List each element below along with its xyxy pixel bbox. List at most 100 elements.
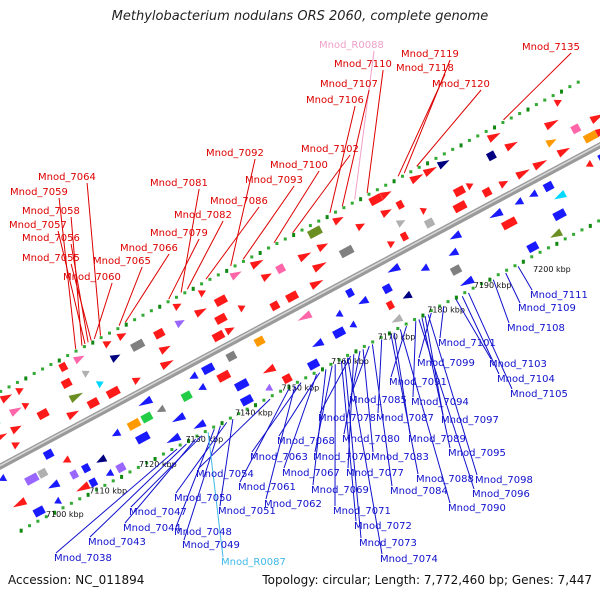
gene-label[interactable]: Mnod_7044 — [123, 523, 181, 534]
gene-label[interactable]: Mnod_7072 — [354, 521, 412, 532]
gene-label[interactable]: Mnod_7068 — [277, 436, 335, 447]
track-dot — [555, 241, 559, 246]
track-dot — [496, 273, 500, 277]
gene-label[interactable]: Mnod_7106 — [306, 95, 364, 106]
gene-label[interactable]: Mnod_7093 — [245, 175, 303, 186]
gene-label[interactable]: Mnod_7063 — [250, 452, 308, 463]
gene-label[interactable]: Mnod_7057 — [9, 220, 67, 231]
gene-label[interactable]: Mnod_7049 — [182, 540, 240, 551]
gene-label[interactable]: Mnod_7120 — [432, 79, 490, 90]
gene-label[interactable]: Mnod_7099 — [417, 358, 475, 369]
gene-arrow — [409, 174, 424, 185]
gene-label[interactable]: Mnod_7077 — [346, 468, 404, 479]
gene-label[interactable]: Mnod_7059 — [10, 187, 68, 198]
gene-label[interactable]: Mnod_7061 — [238, 482, 296, 493]
gene-label[interactable]: Mnod_7108 — [507, 323, 565, 334]
gene-label[interactable]: Mnod_7110 — [334, 59, 392, 70]
gene-label[interactable]: Mnod_7102 — [301, 144, 359, 155]
gene-arrow — [109, 354, 121, 363]
leader-line — [418, 319, 475, 490]
leader-line — [412, 321, 417, 398]
gene-label[interactable]: Mnod_7084 — [390, 486, 448, 497]
track-dot — [128, 470, 132, 474]
gene-label[interactable]: Mnod_7100 — [270, 160, 328, 171]
gene-block — [395, 199, 405, 210]
leader-line — [503, 52, 572, 121]
gene-block — [24, 472, 40, 486]
gene-label[interactable]: Mnod_7088 — [416, 474, 474, 485]
gene-label[interactable]: Mnod_7047 — [129, 507, 187, 518]
gene-label[interactable]: Mnod_7055 — [22, 253, 80, 264]
topology-summary: Topology: circular; Length: 7,772,460 bp… — [262, 573, 592, 587]
gene-label[interactable]: Mnod_7111 — [530, 290, 588, 301]
gene-label[interactable]: Mnod_7062 — [264, 499, 322, 510]
gene-label[interactable]: Mnod_7070 — [313, 452, 371, 463]
gene-label[interactable]: Mnod_7081 — [150, 178, 208, 189]
gene-label[interactable]: Mnod_7097 — [441, 415, 499, 426]
gene-label[interactable]: Mnod_7083 — [371, 452, 429, 463]
track-dot — [69, 501, 73, 505]
gene-label[interactable]: Mnod_7104 — [497, 374, 555, 385]
gene-label[interactable]: Mnod_7066 — [120, 243, 178, 254]
gene-label[interactable]: Mnod_7107 — [320, 79, 378, 90]
gene-label[interactable]: Mnod_7050 — [174, 493, 232, 504]
gene-label[interactable]: Mnod_7058 — [22, 206, 80, 217]
gene-label[interactable]: Mnod_7092 — [206, 148, 264, 159]
gene-arrow — [198, 382, 207, 390]
gene-label[interactable]: Mnod_7069 — [311, 485, 369, 496]
gene-label[interactable]: Mnod_7087 — [376, 413, 434, 424]
gene-block — [32, 505, 46, 518]
gene-label[interactable]: Mnod_7043 — [88, 537, 146, 548]
gene-label[interactable]: Mnod_7091 — [389, 377, 447, 388]
gene-label[interactable]: Mnod_7038 — [54, 553, 112, 564]
gene-label[interactable]: Mnod_7079 — [150, 228, 208, 239]
gene-arrow — [54, 496, 63, 504]
track-dot — [57, 358, 61, 363]
track-dot — [195, 434, 199, 438]
gene-label[interactable]: Mnod_7067 — [282, 468, 340, 479]
gene-label[interactable]: Mnod_7135 — [522, 42, 580, 53]
gene-label[interactable]: Mnod_7103 — [489, 359, 547, 370]
gene-label[interactable]: Mnod_7090 — [448, 503, 506, 514]
leader-line — [175, 422, 228, 494]
gene-label[interactable]: Mnod_7118 — [396, 63, 454, 74]
gene-label[interactable]: Mnod_7089 — [408, 434, 466, 445]
track-dot — [534, 103, 538, 107]
gene-label[interactable]: Mnod_7071 — [333, 506, 391, 517]
gene-label[interactable]: Mnod_7064 — [38, 172, 96, 183]
scale-label: 7190 kbp — [474, 281, 512, 290]
scale-label: 7140 kbp — [235, 409, 273, 418]
gene-arrow — [459, 275, 475, 287]
gene-label[interactable]: Mnod_7101 — [438, 338, 496, 349]
gene-label[interactable]: Mnod_7086 — [210, 196, 268, 207]
gene-label[interactable]: Mnod_7060 — [63, 272, 121, 283]
gene-label[interactable]: Mnod_7105 — [510, 389, 568, 400]
gene-arrow — [465, 183, 474, 191]
gene-label[interactable]: Mnod_R0088 — [319, 40, 384, 51]
gene-label[interactable]: Mnod_7098 — [475, 475, 533, 486]
gene-label[interactable]: Mnod_7073 — [359, 538, 417, 549]
gene-label[interactable]: Mnod_7085 — [349, 395, 407, 406]
gene-label[interactable]: Mnod_7109 — [518, 303, 576, 314]
gene-label[interactable]: Mnod_R0087 — [221, 557, 286, 568]
gene-label[interactable]: Mnod_7074 — [380, 554, 438, 565]
gene-label[interactable]: Mnod_7078 — [318, 413, 376, 424]
gene-label[interactable]: Mnod_7096 — [472, 489, 530, 500]
gene-label[interactable]: Mnod_7054 — [196, 469, 254, 480]
gene-label[interactable]: Mnod_7094 — [411, 397, 469, 408]
gene-arrow — [335, 309, 344, 317]
gene-label[interactable]: Mnod_7065 — [93, 256, 151, 267]
gene-label[interactable]: Mnod_7119 — [401, 49, 459, 60]
gene-label[interactable]: Mnod_7095 — [448, 448, 506, 459]
gene-label[interactable]: Mnod_7056 — [22, 233, 80, 244]
gene-label[interactable]: Mnod_7051 — [218, 506, 276, 517]
track-dot — [237, 412, 241, 416]
gene-label[interactable]: Mnod_7048 — [174, 527, 232, 538]
gene-label[interactable]: Mnod_7082 — [174, 210, 232, 221]
track-dot — [120, 474, 124, 479]
track-dot — [49, 363, 53, 367]
leader-line — [57, 230, 86, 345]
gene-label[interactable]: Mnod_7080 — [342, 434, 400, 445]
track-dot — [158, 304, 162, 309]
